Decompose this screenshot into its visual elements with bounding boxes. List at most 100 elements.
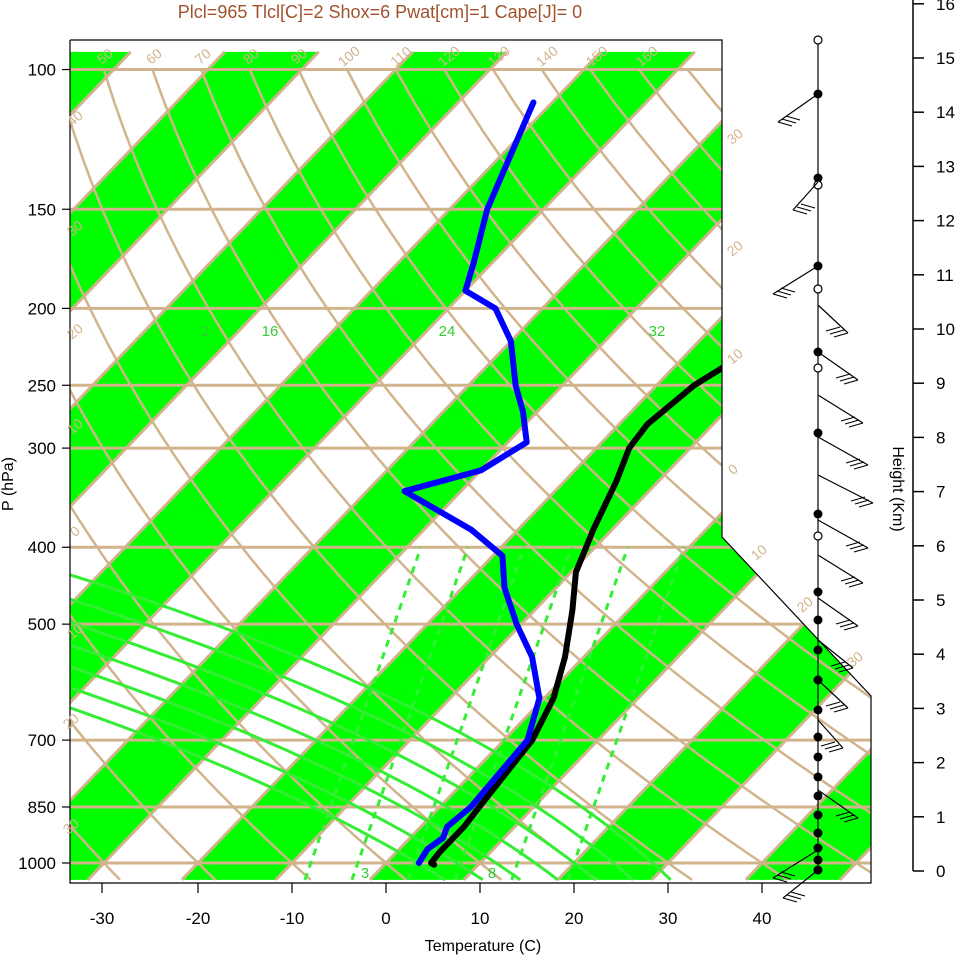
isotherm-label: 20 bbox=[724, 237, 746, 259]
wind-level-marker bbox=[813, 180, 823, 190]
x-tick-label: 10 bbox=[471, 909, 490, 928]
x-tick-label: -10 bbox=[280, 909, 305, 928]
wind-level-marker bbox=[813, 772, 823, 782]
isotherm-line bbox=[556, 50, 871, 881]
isotherm-line bbox=[650, 50, 871, 881]
wind-barb-flag bbox=[839, 376, 855, 382]
wind-barb-flag bbox=[848, 422, 864, 428]
mixing-ratio-lines bbox=[70, 528, 686, 882]
wind-barb bbox=[817, 436, 869, 466]
height-tick-label: 6 bbox=[936, 537, 945, 556]
wind-barb bbox=[777, 93, 819, 123]
wind-barb bbox=[772, 849, 819, 879]
wind-barb-flag bbox=[792, 209, 808, 215]
dry-adiabat bbox=[70, 69, 598, 881]
dry-adiabat bbox=[345, 68, 871, 881]
height-tick-label: 0 bbox=[936, 862, 945, 881]
wind-barb-flag bbox=[825, 701, 841, 707]
dry-adiabat bbox=[70, 69, 407, 881]
wind-barb-flag bbox=[782, 897, 798, 903]
temperature-profile bbox=[428, 99, 871, 868]
dry-adiabat bbox=[248, 68, 871, 881]
isotherm-line bbox=[70, 50, 602, 881]
moist-adiabat bbox=[70, 528, 446, 882]
wind-barb-flag bbox=[849, 544, 865, 550]
wind-barb-flag bbox=[835, 811, 851, 817]
height-tick-label: 7 bbox=[936, 483, 945, 502]
dry-adiabat bbox=[102, 69, 788, 881]
moist-adiabat bbox=[70, 528, 522, 882]
wind-barb-flag bbox=[828, 747, 844, 753]
dry-adiabat bbox=[394, 68, 871, 881]
isotherm-label: 10 bbox=[748, 541, 770, 563]
height-tick-label: 9 bbox=[936, 374, 945, 393]
wind-barb-flag bbox=[844, 419, 860, 425]
wind-barb-flag bbox=[839, 814, 855, 820]
x-tick-label: 30 bbox=[659, 909, 678, 928]
wind-level-marker bbox=[813, 173, 823, 183]
x-tick-label: 0 bbox=[381, 909, 390, 928]
wind-barb-flag bbox=[853, 464, 869, 470]
height-tick-label: 11 bbox=[936, 266, 954, 285]
moist-adiabat bbox=[70, 528, 597, 881]
mixing-ratio-line bbox=[406, 546, 526, 881]
dry-adiabat bbox=[199, 69, 871, 881]
isotherm-label: 20 bbox=[794, 593, 816, 615]
x-tick-label: 20 bbox=[565, 909, 584, 928]
height-tick-label: 12 bbox=[936, 212, 955, 231]
wind-barb bbox=[817, 519, 869, 549]
pressure-tick-label: 100 bbox=[28, 61, 56, 80]
height-tick-label: 15 bbox=[936, 49, 955, 68]
wind-barb-flag bbox=[829, 329, 845, 335]
wind-barb-flag bbox=[858, 502, 874, 508]
wind-barb-flag bbox=[790, 891, 806, 897]
isotherm-label: 30 bbox=[844, 648, 866, 670]
wind-level-marker bbox=[813, 428, 823, 438]
wind-barb-flag bbox=[777, 121, 793, 127]
wind-level-marker bbox=[813, 587, 823, 597]
wind-barb-flag bbox=[776, 874, 792, 880]
wind-barb-flag bbox=[833, 332, 849, 338]
x-axis: -30 -20 -10 0 10 20 30 40 bbox=[90, 883, 771, 928]
wind-level-marker bbox=[813, 843, 823, 853]
height-tick-label: 13 bbox=[936, 157, 955, 176]
dry-adiabat bbox=[70, 69, 312, 881]
wind-barb-flag bbox=[835, 373, 851, 379]
height-axis-title: Height (Km) bbox=[889, 446, 906, 531]
wind-level-marker bbox=[813, 752, 823, 762]
dry-adiabat bbox=[151, 69, 871, 881]
height-tick-label: 10 bbox=[936, 320, 955, 339]
wind-level-marker bbox=[813, 791, 823, 801]
isotherm-line bbox=[70, 50, 508, 881]
mixing-ratio-label: 24 bbox=[439, 323, 456, 340]
wind-barb-flag bbox=[796, 206, 812, 212]
pressure-axis: 100 150 200 250 300 400 500 700 850 1000 bbox=[18, 61, 70, 873]
sounding-series bbox=[401, 99, 871, 868]
wind-level-marker bbox=[813, 284, 823, 294]
wind-barb bbox=[817, 394, 864, 424]
dry-adiabat bbox=[443, 68, 871, 881]
pressure-tick-label: 700 bbox=[28, 731, 56, 750]
wind-barb-flag bbox=[854, 499, 870, 505]
isotherm-line bbox=[70, 50, 696, 881]
wind-barb-flag bbox=[839, 622, 855, 628]
wind-level-marker bbox=[813, 732, 823, 742]
pressure-tick-label: 1000 bbox=[18, 854, 56, 873]
wind-profile bbox=[772, 35, 874, 903]
chart-title: Plcl=965 Tlcl[C]=2 Shox=6 Pwat[cm]=1 Cap… bbox=[178, 2, 582, 22]
temperature-band bbox=[70, 51, 871, 880]
dewpoint-profile bbox=[401, 99, 543, 866]
wind-barb bbox=[792, 181, 819, 211]
pressure-tick-label: 200 bbox=[28, 299, 56, 318]
wind-barb-flag bbox=[853, 547, 869, 553]
wind-barb bbox=[817, 351, 859, 381]
mixing-ratio-label: 16 bbox=[262, 323, 279, 340]
wind-barb bbox=[817, 679, 849, 709]
mixing-ratio-label: 8 bbox=[488, 865, 496, 882]
wind-barb-flag bbox=[820, 741, 836, 747]
mixing-ratio-label: 32 bbox=[649, 323, 666, 340]
temperature-band bbox=[557, 51, 871, 880]
isotherm-line bbox=[70, 50, 226, 881]
wind-barb-flag bbox=[833, 707, 849, 713]
